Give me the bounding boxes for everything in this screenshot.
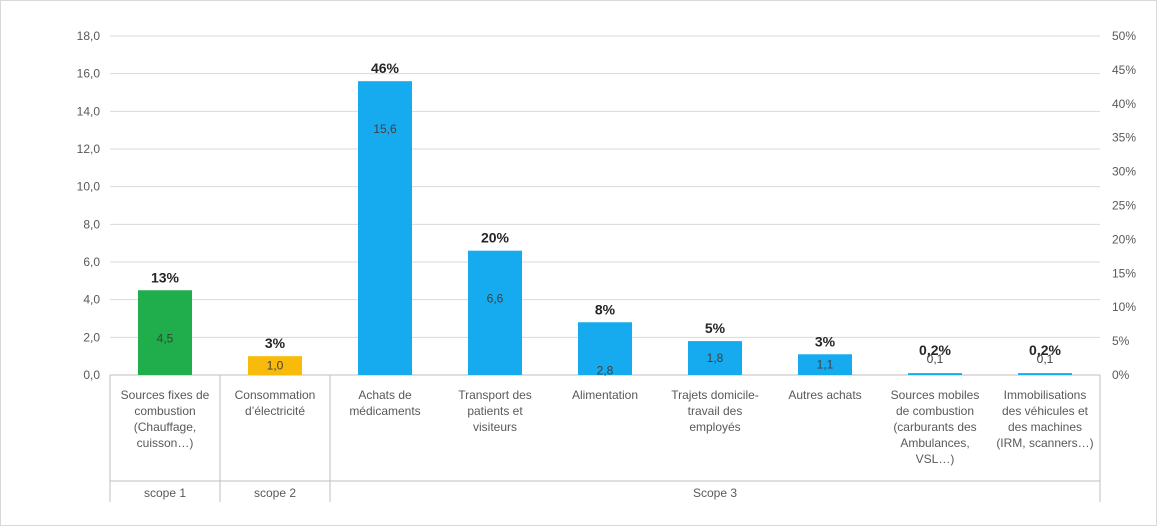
category-label-line: Trajets domicile- [671, 388, 759, 402]
value-label: 2,8 [597, 363, 614, 377]
value-label: 1,1 [817, 358, 834, 372]
y-tick-label: 4,0 [83, 293, 100, 307]
y-tick-label: 8,0 [83, 217, 100, 231]
category-label-line: Sources mobiles [891, 388, 980, 402]
value-label: 1,8 [707, 351, 724, 365]
bar [798, 354, 852, 375]
bar [358, 81, 412, 375]
category-label-line: combustion [134, 404, 195, 418]
value-label: 0,1 [927, 352, 944, 366]
category-label: Sources fixes de combustion (Chauffage, cui… [121, 388, 210, 450]
y2-tick-label: 10% [1112, 300, 1136, 314]
category-label-line: VSL…) [916, 452, 955, 466]
bars [138, 81, 1072, 375]
y2-tick-label: 35% [1112, 131, 1136, 145]
value-label: 1,0 [267, 359, 284, 373]
y-tick-label: 2,0 [83, 330, 100, 344]
category-label: Consommation d’électricité [235, 388, 316, 418]
category-label: Sources mobiles de combustion (carburants … [891, 388, 980, 466]
percent-label: 20% [481, 230, 510, 246]
group-label: scope 2 [254, 486, 296, 500]
percent-label: 5% [705, 320, 726, 336]
category-label: Achats de médicaments [349, 388, 420, 418]
percent-label: 46% [371, 60, 400, 76]
category-label-line: Consommation [235, 388, 316, 402]
bar [468, 250, 522, 375]
y2-tick-label: 0% [1112, 368, 1130, 382]
value-label: 4,5 [157, 331, 174, 345]
y2-tick-label: 30% [1112, 165, 1136, 179]
category-label-line: de combustion [896, 404, 974, 418]
bar [248, 356, 302, 375]
category-label: Trajets domicile-travail des employés [671, 388, 759, 434]
category-label-line: patients et [467, 404, 523, 418]
category-label-line: des machines [1008, 420, 1082, 434]
percent-label: 3% [265, 335, 286, 351]
bar [578, 322, 632, 375]
percent-label: 0,2% [919, 342, 951, 358]
data-labels: 13% 4,5 3% 1,0 46% 15,6 20% 6,6 8% 2,8 5% 1,8 3% 1,1 0… [151, 60, 1062, 377]
y-tick-label: 0,0 [83, 368, 100, 382]
y-tick-label: 6,0 [83, 255, 100, 269]
category-label-line: Transport des [458, 388, 532, 402]
category-label-line: (IRM, scanners…) [996, 436, 1093, 450]
category-label: Transport des patients et visiteurs [458, 388, 532, 434]
percent-label: 8% [595, 301, 616, 317]
category-label: Alimentation [572, 388, 638, 402]
category-label-line: visiteurs [473, 420, 517, 434]
gridlines [110, 35, 1100, 338]
category-label-line: (carburants des [893, 420, 976, 434]
percent-label: 13% [151, 269, 180, 285]
category-label-line: Sources fixes de [121, 388, 210, 402]
category-label-line: (Chauffage, [134, 420, 197, 434]
value-label: 15,6 [373, 122, 397, 136]
category-label-line: cuisson…) [137, 436, 194, 450]
bar [908, 373, 962, 375]
y-tick-label: 18,0 [77, 29, 101, 43]
category-labels: Sources fixes de combustion (Chauffage, cui… [121, 388, 1094, 500]
y2-tick-label: 50% [1112, 29, 1136, 43]
y-tick-label: 16,0 [77, 67, 101, 81]
y2-tick-label: 20% [1112, 232, 1136, 246]
bar [138, 290, 192, 375]
percent-label: 3% [815, 333, 836, 349]
y-tick-label: 14,0 [77, 104, 101, 118]
category-label-line: médicaments [349, 404, 420, 418]
y-tick-label: 12,0 [77, 142, 101, 156]
category-label-line: d’électricité [245, 404, 305, 418]
axes: 0,02,04,06,08,010,012,014,016,018,00%5%1… [77, 29, 1136, 502]
bar [1018, 373, 1072, 375]
category-label: Autres achats [788, 388, 861, 402]
y2-tick-label: 5% [1112, 334, 1130, 348]
category-label-line: Alimentation [572, 388, 638, 402]
group-label: Scope 3 [693, 486, 737, 500]
y2-tick-label: 15% [1112, 266, 1136, 280]
category-label-line: des véhicules et [1002, 404, 1089, 418]
category-label-line: travail des [688, 404, 743, 418]
y2-tick-label: 40% [1112, 97, 1136, 111]
value-label: 6,6 [487, 292, 504, 306]
y2-tick-label: 25% [1112, 199, 1136, 213]
category-label: Immobilisations des véhicules et des machi… [996, 388, 1093, 450]
group-label: scope 1 [144, 486, 186, 500]
bar [688, 341, 742, 375]
percent-label: 0,2% [1029, 342, 1061, 358]
category-label-line: Immobilisations [1004, 388, 1087, 402]
category-label-line: Achats de [358, 388, 412, 402]
y-tick-label: 10,0 [77, 180, 101, 194]
value-label: 0,1 [1037, 352, 1054, 366]
category-label-line: Autres achats [788, 388, 861, 402]
category-label-line: employés [689, 420, 740, 434]
category-label-line: Ambulances, [900, 436, 969, 450]
y2-tick-label: 45% [1112, 63, 1136, 77]
